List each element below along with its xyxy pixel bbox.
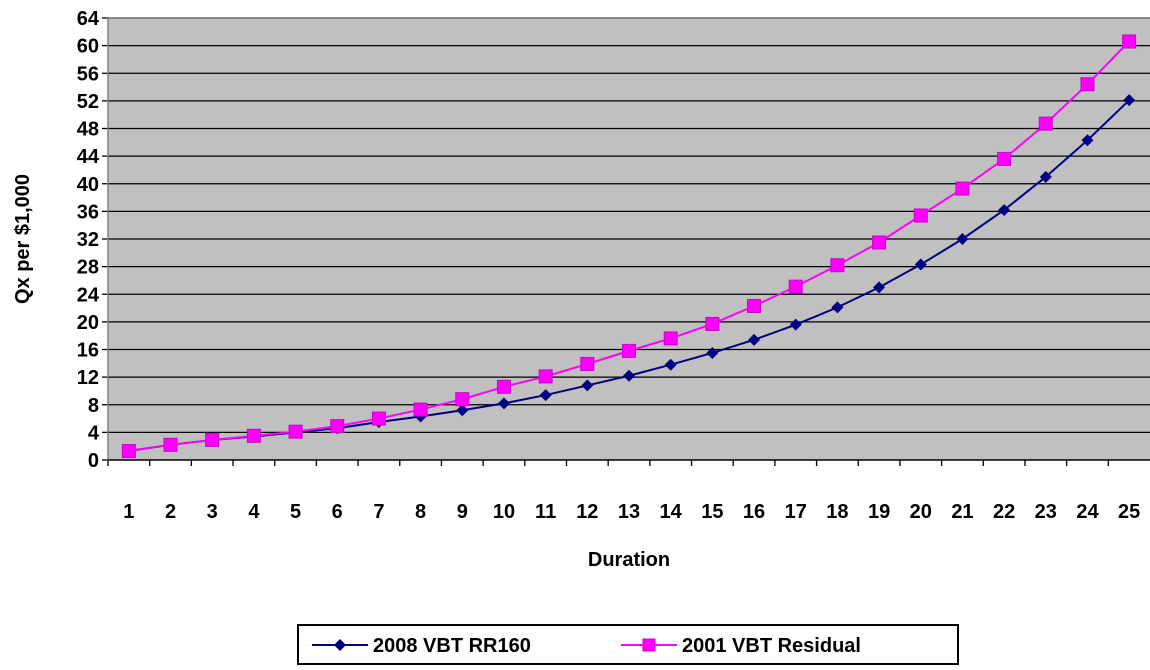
x-tick-label: 10 (493, 501, 515, 523)
y-tick-label: 28 (77, 257, 99, 279)
data-point-square (246, 428, 261, 443)
data-point-diamond (581, 379, 594, 392)
data-point-square (872, 235, 887, 250)
legend-marker-square (642, 638, 656, 652)
x-tick-label: 9 (457, 501, 468, 523)
legend-marker-diamond (334, 639, 346, 651)
data-point-square (788, 279, 803, 294)
x-tick-label: 14 (660, 501, 683, 523)
x-tick-label: 25 (1118, 501, 1140, 523)
y-tick-label: 56 (77, 63, 99, 85)
data-point-square (1122, 34, 1137, 49)
data-point-square (205, 432, 220, 447)
legend: 2008 VBT RR160 2001 VBT Residual (297, 624, 959, 665)
data-point-square (705, 316, 720, 331)
y-tick-label: 20 (77, 312, 99, 334)
series-lines (121, 34, 1137, 459)
data-point-square (121, 444, 136, 459)
y-tick-label: 64 (77, 8, 100, 30)
data-point-diamond (664, 358, 677, 371)
x-tick-label: 5 (290, 501, 301, 523)
data-point-square (371, 411, 386, 426)
legend-label-rr160: 2008 VBT RR160 (373, 635, 531, 657)
data-point-diamond (1039, 170, 1052, 183)
data-point-square (1038, 116, 1053, 131)
y-tick-label: 44 (77, 146, 100, 168)
data-point-square (580, 357, 595, 372)
x-tick-label: 16 (743, 501, 765, 523)
y-tick-label: 48 (77, 119, 99, 141)
y-tick-label: 0 (88, 450, 99, 472)
y-tick-label: 60 (77, 36, 99, 58)
data-point-square (622, 343, 636, 358)
x-tick-label: 6 (332, 501, 343, 523)
data-point-square (830, 258, 845, 273)
x-tick-label: 2 (165, 501, 176, 523)
x-tick-label: 23 (1035, 501, 1057, 523)
data-point-diamond (497, 397, 510, 410)
x-tick-label: 17 (785, 501, 807, 523)
legend-label-residual: 2001 VBT Residual (682, 635, 861, 657)
y-tick-label: 16 (77, 340, 99, 362)
x-tick-label: 21 (951, 501, 973, 523)
data-point-square (913, 208, 928, 223)
x-tick-label: 4 (248, 501, 260, 523)
data-point-square (288, 424, 303, 439)
data-point-diamond (914, 258, 927, 271)
x-tick-label: 1 (123, 501, 134, 523)
x-tick-label: 8 (415, 501, 426, 523)
y-tick-label: 24 (77, 284, 100, 306)
x-tick-label: 11 (535, 501, 556, 523)
data-point-diamond (706, 346, 719, 359)
x-tick-label: 13 (618, 501, 640, 523)
data-point-diamond (1081, 134, 1094, 147)
y-tick-label: 8 (88, 395, 99, 417)
y-tick-label: 40 (77, 174, 99, 196)
x-tick-label: 19 (868, 501, 890, 523)
y-tick-label: 4 (88, 422, 100, 444)
axes (102, 17, 1150, 466)
x-tick-label: 24 (1076, 501, 1099, 523)
y-tick-label: 36 (77, 201, 99, 223)
data-point-square (413, 402, 428, 417)
data-point-diamond (831, 301, 844, 314)
data-point-square (955, 181, 970, 196)
data-point-square (997, 151, 1012, 166)
data-point-diamond (956, 233, 969, 245)
data-point-diamond (998, 203, 1011, 216)
x-axis-title: Duration (588, 549, 670, 571)
y-tick-label: 32 (77, 229, 99, 251)
data-point-diamond (539, 389, 552, 402)
x-tick-label: 22 (993, 501, 1015, 523)
data-point-diamond (1123, 94, 1136, 107)
x-tick-label: 12 (576, 501, 598, 523)
x-tick-label: 7 (373, 501, 384, 523)
data-point-square (663, 331, 678, 346)
data-point-square (330, 419, 345, 434)
data-point-square (1080, 77, 1095, 92)
data-point-diamond (789, 318, 802, 331)
y-axis-title: Qx per $1,000 (12, 174, 34, 304)
data-point-square (747, 298, 762, 313)
data-point-diamond (456, 404, 469, 417)
data-point-square (496, 379, 511, 394)
gridlines (108, 17, 1150, 434)
x-tick-label: 18 (826, 501, 848, 523)
x-tick-label: 20 (910, 501, 932, 523)
data-point-diamond (748, 333, 761, 346)
y-tick-label: 52 (77, 91, 99, 113)
data-point-square (163, 437, 178, 452)
data-point-diamond (873, 281, 886, 294)
data-point-diamond (623, 369, 635, 382)
x-tick-label: 15 (701, 501, 723, 523)
y-tick-label: 12 (77, 367, 99, 389)
data-point-square (538, 369, 553, 384)
x-tick-label: 3 (207, 501, 218, 523)
data-point-square (455, 392, 470, 407)
